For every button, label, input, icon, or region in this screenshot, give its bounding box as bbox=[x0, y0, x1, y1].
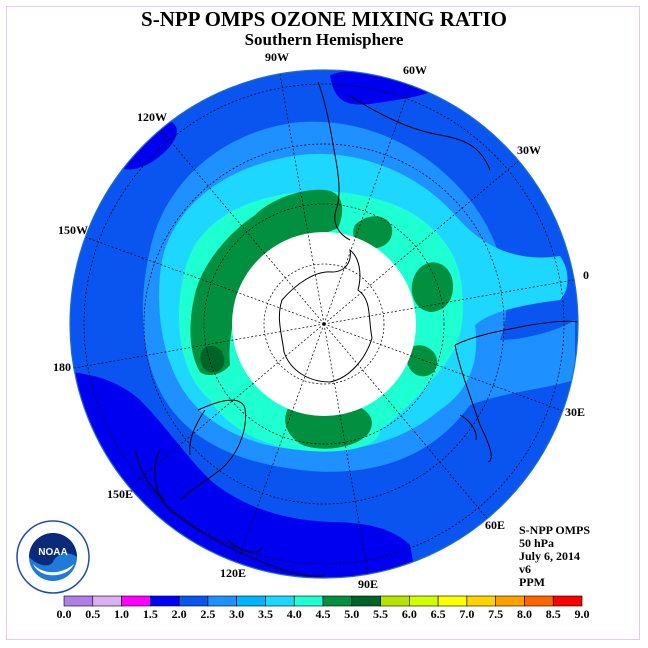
lon-label-150e: 150E bbox=[107, 487, 134, 501]
ozone-level-4-5-region bbox=[406, 345, 438, 377]
plot-info: S-NPP OMPS 50 hPa July 6, 2014 v6 PPM bbox=[519, 524, 590, 589]
color-scale-segment bbox=[437, 595, 468, 607]
lon-label-120w: 120W bbox=[137, 110, 167, 124]
ozone-level-4-5-region bbox=[411, 262, 454, 312]
lon-label-150w: 150W bbox=[58, 223, 88, 237]
ozone-level-5-0-region bbox=[200, 345, 225, 373]
color-scale-segment bbox=[92, 595, 122, 607]
lon-label-90e: 90E bbox=[358, 577, 379, 591]
color-scale-tick-label: 7.5 bbox=[488, 607, 504, 621]
color-scale-segment bbox=[150, 595, 180, 607]
color-scale-tick-label: 7.0 bbox=[459, 607, 475, 621]
color-scale-tick-label: 0.0 bbox=[56, 607, 72, 621]
color-scale-segment bbox=[524, 595, 554, 607]
lon-label-90w: 90W bbox=[265, 50, 289, 64]
map-boundary bbox=[69, 69, 579, 579]
color-scale-segment bbox=[178, 595, 209, 607]
color-scale-segment bbox=[322, 595, 353, 607]
color-scale-tick-label: 5.0 bbox=[344, 607, 360, 621]
color-scale-segment bbox=[63, 595, 94, 607]
lon-label-60e: 60E bbox=[485, 518, 506, 532]
map-title: S-NPP OMPS OZONE MIXING RATIO bbox=[141, 7, 507, 31]
lon-label-60w: 60W bbox=[403, 63, 427, 77]
date-label: July 6, 2014 bbox=[519, 549, 581, 563]
color-scale-tick-label: 1.5 bbox=[142, 607, 158, 621]
color-scale-segment bbox=[293, 595, 324, 607]
color-scale-tick-label: 4.5 bbox=[315, 607, 331, 621]
color-scale-segment bbox=[265, 595, 295, 607]
instrument-label: S-NPP OMPS bbox=[519, 523, 590, 537]
noaa-logo: NOAA bbox=[16, 520, 90, 594]
color-scale-segment bbox=[351, 595, 381, 607]
graticule bbox=[83, 83, 565, 565]
color-scale-segment bbox=[380, 595, 410, 607]
color-scale-segment bbox=[466, 595, 496, 607]
color-scale-tick-label: 9.0 bbox=[574, 607, 590, 621]
ozone-level-4-5-region bbox=[353, 216, 393, 249]
color-scale-tick-label: 2.0 bbox=[171, 607, 187, 621]
lon-label-30w: 30W bbox=[517, 143, 541, 157]
lon-label-0: 0 bbox=[583, 268, 589, 282]
figure-frame bbox=[6, 6, 640, 640]
color-scale bbox=[63, 595, 583, 607]
color-scale-tick-label: 8.0 bbox=[516, 607, 532, 621]
color-scale-segment bbox=[409, 595, 439, 607]
color-scale-tick-label: 0.5 bbox=[85, 607, 101, 621]
color-scale-tick-label: 4.0 bbox=[286, 607, 302, 621]
color-scale-tick-label: 2.5 bbox=[200, 607, 216, 621]
lon-label-180: 180 bbox=[53, 360, 71, 374]
color-scale-tick-label: 1.0 bbox=[114, 607, 130, 621]
color-scale-tick-label: 6.0 bbox=[401, 607, 417, 621]
color-scale-tick-label: 8.5 bbox=[545, 607, 561, 621]
lon-label-120e: 120E bbox=[220, 566, 247, 580]
color-scale-segment bbox=[236, 595, 266, 607]
logo-text: NOAA bbox=[38, 547, 67, 558]
color-scale-tick-label: 3.5 bbox=[257, 607, 273, 621]
lon-label-30e: 30E bbox=[565, 405, 586, 419]
units-label: PPM bbox=[519, 575, 545, 589]
map-subtitle: Southern Hemisphere bbox=[244, 30, 404, 49]
color-scale-segment bbox=[495, 595, 525, 607]
color-scale-segment bbox=[207, 595, 237, 607]
version-label: v6 bbox=[519, 562, 531, 576]
color-scale-tick-label: 3.0 bbox=[229, 607, 245, 621]
color-scale-tick-label: 6.5 bbox=[430, 607, 446, 621]
color-scale-segment bbox=[121, 595, 151, 607]
color-scale-tick-label: 5.5 bbox=[373, 607, 389, 621]
color-scale-segment bbox=[552, 595, 583, 607]
coastlines bbox=[134, 81, 578, 577]
pressure-level-label: 50 hPa bbox=[519, 536, 555, 550]
